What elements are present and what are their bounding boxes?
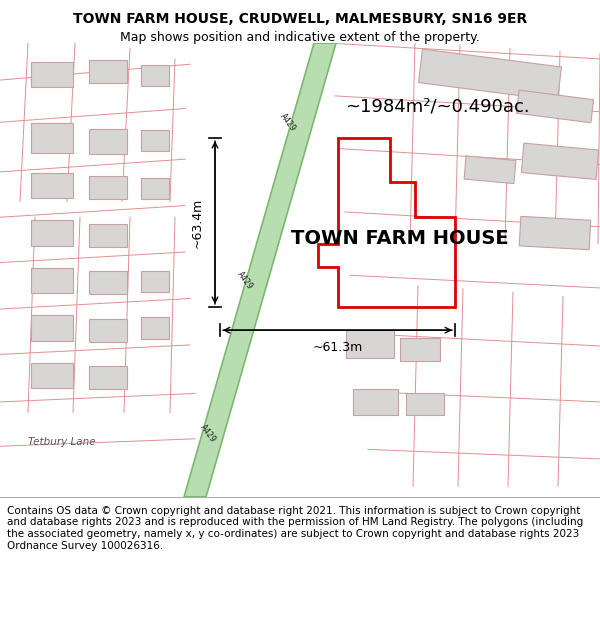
Bar [89, 366, 127, 389]
Text: A429: A429 [199, 423, 218, 444]
Text: A429: A429 [278, 112, 298, 133]
Bar [141, 178, 169, 199]
Text: TOWN FARM HOUSE, CRUDWELL, MALMESBURY, SN16 9ER: TOWN FARM HOUSE, CRUDWELL, MALMESBURY, S… [73, 12, 527, 26]
Text: Map shows position and indicative extent of the property.: Map shows position and indicative extent… [120, 31, 480, 44]
Bar [141, 318, 169, 339]
Bar [517, 90, 593, 123]
Bar [89, 224, 127, 247]
Bar [400, 338, 440, 361]
Bar [521, 143, 599, 179]
Bar [89, 129, 127, 154]
Bar [346, 330, 394, 357]
Polygon shape [184, 43, 336, 497]
Text: ~1984m²/~0.490ac.: ~1984m²/~0.490ac. [345, 98, 530, 116]
Bar [31, 221, 73, 246]
Bar [419, 49, 562, 101]
Bar [31, 316, 73, 341]
Bar [31, 363, 73, 388]
Bar [464, 156, 516, 184]
Text: ~61.3m: ~61.3m [313, 341, 362, 354]
Text: TOWN FARM HOUSE: TOWN FARM HOUSE [291, 229, 509, 248]
Bar [520, 216, 590, 250]
Bar [141, 65, 169, 86]
Bar [31, 123, 73, 153]
Bar [141, 129, 169, 151]
Text: Tetbury Lane: Tetbury Lane [28, 437, 95, 447]
Bar [89, 176, 127, 199]
Bar [406, 394, 444, 414]
Text: ~63.4m: ~63.4m [191, 198, 203, 248]
Bar [353, 389, 398, 414]
Bar [31, 62, 73, 88]
Bar [89, 271, 127, 294]
Bar [141, 271, 169, 292]
Bar [31, 268, 73, 293]
Text: Contains OS data © Crown copyright and database right 2021. This information is : Contains OS data © Crown copyright and d… [7, 506, 583, 551]
Text: A429: A429 [235, 270, 254, 291]
Bar [31, 173, 73, 198]
Bar [89, 319, 127, 342]
Bar [89, 60, 127, 83]
